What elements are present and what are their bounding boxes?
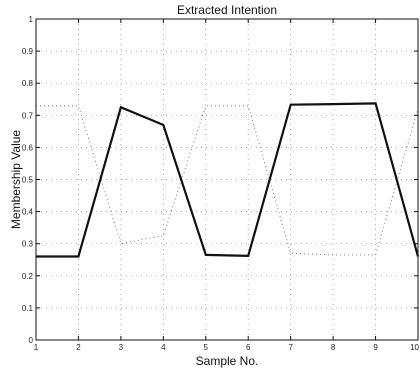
y-tick-label: 1 bbox=[29, 15, 34, 24]
y-tick-label: 0 bbox=[29, 336, 34, 345]
y-axis-label: Membership Value bbox=[9, 130, 23, 229]
series-line-solid bbox=[36, 102, 420, 258]
y-tick-label: 0.6 bbox=[22, 143, 34, 152]
y-tick-label: 0.3 bbox=[22, 240, 34, 249]
x-tick-label: 1 bbox=[34, 343, 39, 352]
grid bbox=[36, 19, 418, 340]
x-tick-label: 4 bbox=[161, 343, 166, 352]
y-tick-label: 0.9 bbox=[22, 47, 34, 56]
y-tick-label: 0.2 bbox=[22, 272, 34, 281]
y-tick-label: 0.1 bbox=[22, 304, 34, 313]
x-tick-label: 10 bbox=[410, 343, 419, 352]
series-line-dotted bbox=[36, 105, 419, 256]
x-tick-label: 6 bbox=[246, 343, 251, 352]
y-tick-label: 0.8 bbox=[22, 79, 34, 88]
x-tick-label: 8 bbox=[331, 343, 336, 352]
x-tick-label: 3 bbox=[119, 343, 124, 352]
x-axis-label: Sample No. bbox=[196, 354, 259, 368]
x-tick-label: 9 bbox=[373, 343, 378, 352]
x-tick-label: 5 bbox=[204, 343, 209, 352]
y-tick-label: 0.4 bbox=[22, 208, 34, 217]
x-tick-label: 7 bbox=[288, 343, 293, 352]
x-tick-label: 2 bbox=[76, 343, 81, 352]
y-tick-label: 0.7 bbox=[22, 111, 34, 120]
series-layer bbox=[36, 102, 420, 258]
tick-layer: 1 2 3 4 5 6 7 8 9 10 0 0.1 0.2 0.3 0.4 0.5 0.6 0.7 0.8 0.9 1 bbox=[22, 15, 420, 352]
y-tick-label: 0.5 bbox=[22, 176, 34, 185]
chart-title: Extracted Intention bbox=[177, 3, 277, 17]
